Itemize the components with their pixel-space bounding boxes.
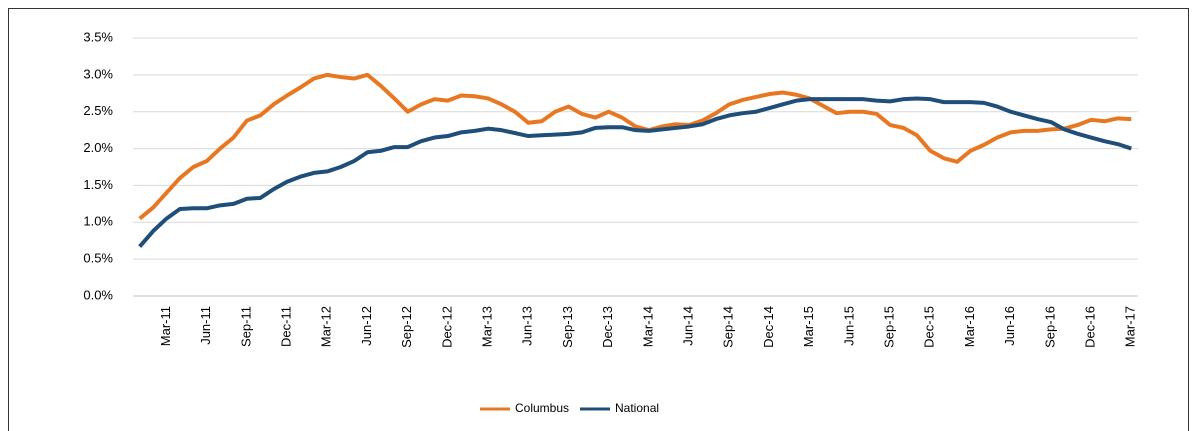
- x-tick-label: Sep-15: [882, 306, 897, 348]
- x-tick-label: Mar-11: [158, 306, 173, 346]
- x-tick-label: Sep-16: [1042, 306, 1057, 348]
- legend-label: National: [615, 401, 659, 415]
- x-tick-label: Mar-12: [319, 306, 334, 347]
- x-tick-label: Jun-15: [841, 306, 856, 346]
- x-tick-label: Jun-13: [520, 306, 535, 346]
- y-tick-label: 3.5%: [83, 29, 113, 44]
- x-tick-label: Mar-15: [801, 306, 816, 347]
- series-line: [138, 72, 1132, 221]
- x-tick-label: Dec-16: [1083, 306, 1098, 348]
- x-tick-label: Dec-11: [279, 306, 294, 347]
- y-tick-label: 0.5%: [83, 251, 113, 266]
- x-tick-label: Sep-13: [560, 306, 575, 348]
- x-tick-label: Sep-12: [399, 306, 414, 348]
- y-tick-label: 1.0%: [83, 214, 113, 229]
- x-tick-label: Jun-16: [1002, 306, 1017, 346]
- y-tick-label: 2.5%: [83, 103, 113, 118]
- x-tick-label: Mar-13: [480, 306, 495, 347]
- y-tick-label: 1.5%: [83, 177, 113, 192]
- x-tick-label: Sep-11: [238, 306, 253, 347]
- y-tick-label: 0.0%: [83, 287, 113, 302]
- x-tick-label: Mar-17: [1123, 306, 1138, 347]
- x-tick-label: Dec-14: [761, 306, 776, 348]
- x-tick-label: Jun-12: [359, 306, 374, 346]
- x-tick-label: Dec-15: [922, 306, 937, 348]
- y-tick-label: 3.0%: [83, 66, 113, 81]
- chart-frame: [8, 8, 1189, 431]
- x-tick-label: Dec-12: [439, 306, 454, 348]
- legend-label: Columbus: [515, 401, 569, 415]
- x-tick-label: Jun-11: [198, 306, 213, 345]
- x-tick-label: Mar-16: [962, 306, 977, 347]
- x-tick-label: Jun-14: [681, 306, 696, 346]
- x-tick-label: Dec-13: [600, 306, 615, 348]
- x-tick-label: Mar-14: [640, 306, 655, 347]
- series-line: [138, 96, 1132, 248]
- x-tick-label: Sep-14: [721, 306, 736, 348]
- y-tick-label: 2.0%: [83, 140, 113, 155]
